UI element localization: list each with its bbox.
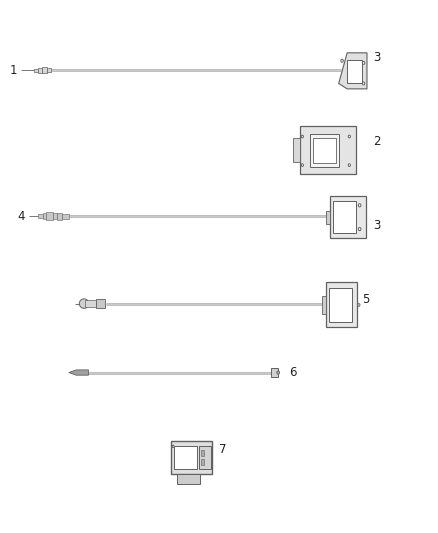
Bar bbox=[330, 196, 366, 238]
Circle shape bbox=[301, 135, 304, 138]
Polygon shape bbox=[69, 370, 88, 375]
Text: 2: 2 bbox=[374, 135, 381, 148]
Text: 3: 3 bbox=[374, 51, 381, 63]
Ellipse shape bbox=[79, 299, 89, 309]
Bar bbox=[322, 296, 325, 314]
Bar bbox=[329, 288, 352, 322]
Bar bbox=[326, 211, 330, 223]
Text: 6: 6 bbox=[289, 366, 296, 379]
Circle shape bbox=[341, 59, 343, 62]
Circle shape bbox=[362, 61, 365, 64]
Bar bbox=[325, 282, 357, 327]
Bar bbox=[313, 139, 336, 163]
Bar bbox=[201, 458, 204, 465]
Bar bbox=[171, 441, 212, 474]
Circle shape bbox=[348, 135, 350, 138]
Text: 1: 1 bbox=[10, 64, 18, 77]
Circle shape bbox=[358, 304, 360, 306]
Circle shape bbox=[277, 371, 279, 374]
Bar bbox=[199, 447, 211, 470]
Bar bbox=[42, 67, 47, 73]
Bar bbox=[174, 447, 197, 470]
Polygon shape bbox=[339, 53, 367, 89]
Bar bbox=[53, 214, 57, 219]
Bar bbox=[346, 60, 362, 84]
Circle shape bbox=[301, 164, 304, 166]
Bar bbox=[57, 213, 62, 220]
Text: 7: 7 bbox=[219, 443, 226, 456]
Text: 5: 5 bbox=[363, 293, 370, 306]
Circle shape bbox=[358, 204, 361, 207]
Circle shape bbox=[348, 164, 350, 166]
Bar bbox=[39, 68, 42, 72]
Circle shape bbox=[172, 445, 174, 448]
Bar bbox=[47, 68, 51, 72]
Bar bbox=[177, 474, 200, 483]
Bar bbox=[201, 450, 204, 456]
Bar bbox=[85, 301, 96, 307]
Bar bbox=[39, 214, 43, 218]
Circle shape bbox=[358, 228, 361, 231]
Bar bbox=[62, 214, 69, 219]
Bar bbox=[46, 212, 53, 220]
Bar bbox=[310, 134, 339, 166]
Bar bbox=[293, 138, 300, 162]
Bar bbox=[333, 201, 356, 233]
Circle shape bbox=[362, 82, 365, 85]
Text: 3: 3 bbox=[374, 219, 381, 232]
Text: 4: 4 bbox=[18, 209, 25, 223]
Bar bbox=[43, 213, 46, 219]
Bar bbox=[96, 300, 106, 308]
Bar bbox=[300, 126, 356, 174]
Bar bbox=[34, 69, 39, 72]
Bar bbox=[271, 368, 278, 377]
